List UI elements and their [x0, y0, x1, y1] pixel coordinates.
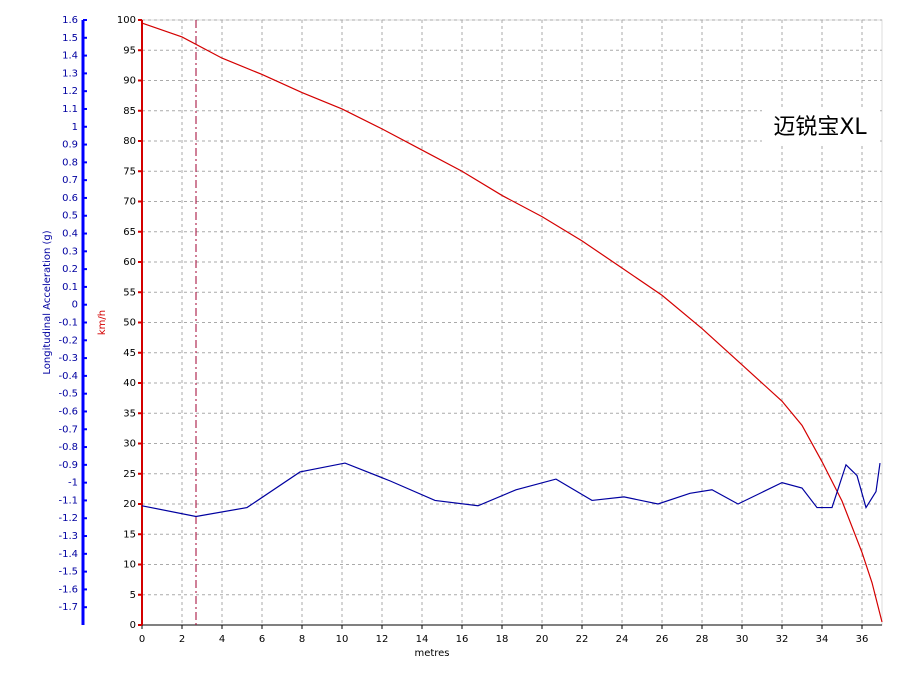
y2-tick-label: 0.2 — [62, 264, 78, 275]
y-tick-label: 25 — [123, 469, 136, 480]
annotation-box — [762, 110, 880, 144]
y2-tick-label: -0.2 — [58, 335, 78, 346]
y2-tick-label: 0.7 — [62, 175, 78, 186]
y-tick-label: 10 — [123, 560, 136, 571]
y2-tick-label: -1.6 — [58, 584, 78, 595]
y2-tick-label: -1.5 — [58, 567, 78, 578]
y-tick-label: 45 — [123, 348, 136, 359]
y-tick-label: 95 — [123, 45, 136, 56]
y2-tick-label: -1.3 — [58, 531, 78, 542]
y2-tick-label: 1.6 — [62, 15, 78, 26]
y-tick-label: 55 — [123, 287, 136, 298]
y2-tick-label: 0.8 — [62, 157, 78, 168]
y2-tick-label: 1.3 — [62, 68, 78, 79]
y2-tick-label: 0 — [72, 300, 78, 311]
x-tick-label: 36 — [856, 634, 869, 645]
y-axis-label: km/h — [97, 310, 108, 335]
y2-tick-label: -1.4 — [58, 549, 78, 560]
x-tick-label: 4 — [219, 634, 225, 645]
y2-tick-label: -0.5 — [58, 389, 78, 400]
y2-tick-label: 1.1 — [62, 104, 78, 115]
x-tick-label: 2 — [179, 634, 185, 645]
y2-tick-label: -1.1 — [58, 495, 78, 506]
y-tick-label: 30 — [123, 439, 136, 450]
y-tick-label: 65 — [123, 227, 136, 238]
y-tick-label: 75 — [123, 166, 136, 177]
x-tick-label: 0 — [139, 634, 145, 645]
x-tick-label: 10 — [336, 634, 349, 645]
y2-axis-label: Longitudinal Acceleration (g) — [42, 230, 53, 374]
plot-area — [141, 19, 883, 626]
y2-tick-label: 1.5 — [62, 33, 78, 44]
y2-tick-label: 0.1 — [62, 282, 78, 293]
y2-tick-label: -0.1 — [58, 318, 78, 329]
y-tick-label: 90 — [123, 76, 136, 87]
y-tick-label: 0 — [130, 620, 136, 631]
x-tick-label: 12 — [376, 634, 389, 645]
y-tick-label: 40 — [123, 378, 136, 389]
y2-tick-label: 0.3 — [62, 246, 78, 257]
y2-tick-label: -0.4 — [58, 371, 78, 382]
y-tick-label: 5 — [130, 590, 136, 601]
x-tick-label: 28 — [696, 634, 709, 645]
series-line — [141, 22, 883, 623]
y2-tick-label: -0.8 — [58, 442, 78, 453]
annotation: 迈锐宝XL — [773, 115, 867, 140]
y2-tick-label: -0.3 — [58, 353, 78, 364]
y2-tick-label: 1.2 — [62, 86, 78, 97]
y-tick-label: 70 — [123, 197, 136, 208]
y2-tick-label: 1.4 — [62, 51, 78, 62]
y2-tick-label: -1.2 — [58, 513, 78, 524]
x-tick-label: 14 — [416, 634, 429, 645]
y2-tick-label: 0.6 — [62, 193, 78, 204]
y-tick-label: 85 — [123, 106, 136, 117]
x-tick-label: 6 — [259, 634, 265, 645]
y-tick-label: 15 — [123, 529, 136, 540]
y2-tick-label: 1 — [72, 122, 78, 133]
y2-tick-label: 0.9 — [62, 140, 78, 151]
y-tick-label: 35 — [123, 408, 136, 419]
y-tick-label: 80 — [123, 136, 136, 147]
x-tick-label: 18 — [496, 634, 509, 645]
x-tick-label: 34 — [816, 634, 829, 645]
y-tick-label: 50 — [123, 318, 136, 329]
x-tick-label: 32 — [776, 634, 789, 645]
y2-tick-label: -0.9 — [58, 460, 78, 471]
x-tick-label: 24 — [616, 634, 629, 645]
y2-tick-label: -1 — [68, 478, 78, 489]
x-tick-label: 30 — [736, 634, 749, 645]
x-tick-label: 22 — [576, 634, 589, 645]
x-tick-label: 8 — [299, 634, 305, 645]
x-axis-label: metres — [414, 648, 449, 659]
x-tick-label: 20 — [536, 634, 549, 645]
y2-tick-label: -0.7 — [58, 424, 78, 435]
y2-tick-label: -1.7 — [58, 602, 78, 613]
y-tick-label: 60 — [123, 257, 136, 268]
y2-tick-label: -0.6 — [58, 406, 78, 417]
x-tick-label: 26 — [656, 634, 669, 645]
y-tick-label: 20 — [123, 499, 136, 510]
series-line — [141, 462, 881, 518]
y-tick-label: 100 — [117, 15, 136, 26]
x-tick-label: 16 — [456, 634, 469, 645]
y2-tick-label: 0.5 — [62, 211, 78, 222]
y2-tick-label: 0.4 — [62, 229, 78, 240]
